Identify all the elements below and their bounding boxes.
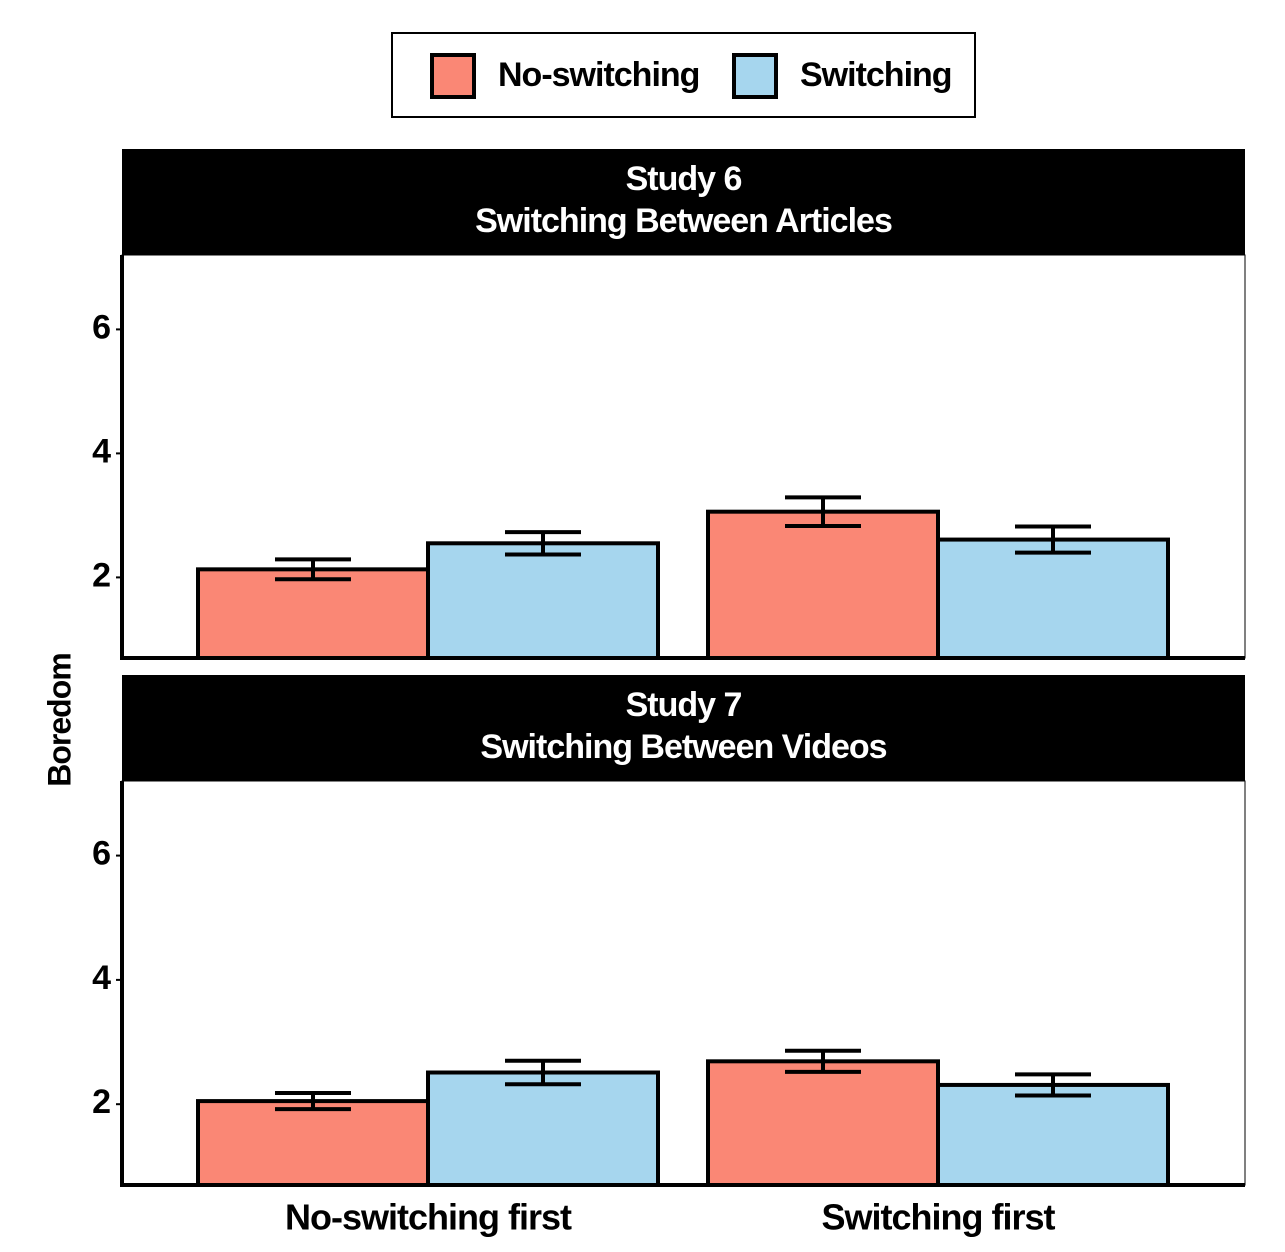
error-bar [275,557,351,582]
axes [120,781,1245,1187]
legend-box [391,32,976,118]
strip [122,149,1245,255]
bar [196,1099,430,1187]
error-bar [785,1048,861,1074]
strip [122,675,1245,781]
y-tick-label: 4 [92,959,111,997]
y-tick-label: 6 [92,835,110,873]
bar [196,567,430,661]
x-tick-label: No-switching first [285,1197,572,1238]
y-axis-label: Boredom [41,653,77,786]
legend-label: No-switching [498,56,699,94]
error-bar [505,1058,581,1087]
y-tick-label: 4 [92,432,111,470]
bar [426,541,660,660]
bar [936,537,1170,661]
bar [706,509,940,660]
y-tick-label: 6 [92,308,110,346]
x-tick-label: Switching first [821,1197,1055,1238]
strip-subtitle: Switching Between Videos [480,728,886,766]
bar [706,1059,940,1187]
error-bar [1015,1072,1091,1098]
strip-subtitle: Switching Between Articles [475,202,892,240]
strip-title: Study 6 [626,160,742,198]
error-bar [505,530,581,557]
error-bar [1015,524,1091,555]
y-tick-label: 2 [92,556,110,594]
axes [120,255,1245,660]
error-bar [275,1091,351,1112]
bar [936,1082,1170,1187]
legend-swatch [430,53,476,99]
y-tick-label: 2 [92,1083,110,1121]
bar [426,1070,660,1188]
legend-swatch [732,53,778,99]
legend-label: Switching [800,56,952,94]
error-bar [785,495,861,528]
strip-title: Study 7 [626,686,742,724]
